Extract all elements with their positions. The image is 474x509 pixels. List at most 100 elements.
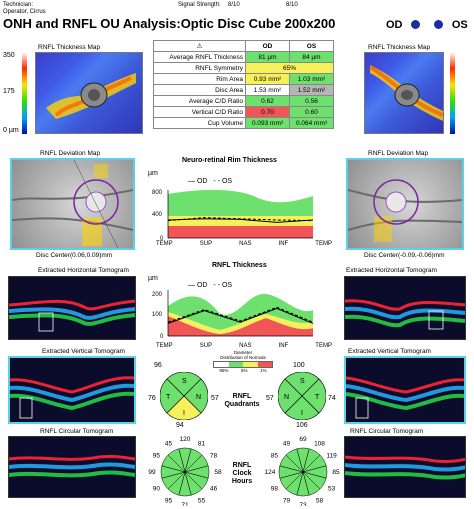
quad-od-bottom: 94 — [176, 422, 184, 429]
clock-hour-value: 49 — [283, 440, 291, 447]
os-label: OS — [451, 19, 468, 31]
tomo-image — [10, 376, 134, 419]
signal-od: 8/10 — [228, 2, 240, 8]
quad-od-i: I — [183, 410, 185, 417]
quad-od-t: T — [166, 394, 171, 401]
rnfl-ytick-0: 0 — [160, 334, 164, 340]
legend-os: OS — [221, 282, 233, 289]
deviation-map-title-os: RNFL Deviation Map — [368, 150, 429, 157]
clock-hour-value: 73 — [299, 502, 307, 506]
rim-band-green — [168, 189, 313, 216]
disc-center-od: Disc Center(0.06,0.09)mm — [36, 252, 113, 259]
clock-hour-value: 85 — [332, 469, 340, 476]
vert-tomo-title-os: Extracted Vertical Tomogram — [348, 348, 431, 355]
thickness-colorbar-os — [450, 52, 455, 134]
rnfl-band-yellow — [168, 312, 313, 334]
rnfl-thickness-map-os — [364, 52, 444, 134]
clock-hours-label: RNFL Clock Hours — [231, 462, 253, 485]
clock-hour-value: 45 — [165, 440, 173, 447]
rim-xtick: NAS — [239, 241, 252, 247]
disc-center-os: Disc Center(-0.09,-0.06)mm — [364, 252, 445, 259]
rnfl-xtick: TEMP — [156, 343, 173, 349]
circular-tomogram-od — [8, 436, 136, 498]
clock-hour-value: 98 — [271, 486, 279, 493]
rnfl-xtick: TEMP — [315, 343, 332, 349]
clock-wedge — [285, 448, 304, 473]
legend-os-line: - - — [213, 178, 221, 185]
clock-hour-value: 124 — [265, 469, 276, 476]
clock-hour-value: 85 — [271, 453, 279, 460]
rnfl-xtick: INF — [278, 343, 289, 349]
quad-os-i: I — [301, 410, 303, 417]
rim-chart-title: Neuro-retinal Rim Thickness — [182, 157, 277, 164]
clock-hour-value: 79 — [283, 498, 291, 505]
circ-tomo-title-os: RNFL Circular Tomogram — [350, 428, 424, 435]
report-title: ONH and RNFL OU Analysis:Optic Disc Cube… — [3, 16, 336, 31]
table-row: RNFL Symmetry 65% — [153, 62, 334, 74]
rim-legend: — OD - - OS — [188, 178, 232, 186]
quad-od-n: N — [196, 394, 201, 401]
quadrant-chart-od: S T N I — [160, 372, 208, 420]
rnfl-chart-ylabel: µm — [148, 275, 158, 282]
rnfl-chart: 200 100 0 — [152, 290, 314, 340]
clock-os-wedges — [278, 447, 328, 497]
legend-os: OS — [221, 178, 233, 185]
vertical-tomogram-os — [344, 356, 466, 424]
clock-hour-value: 108 — [314, 440, 325, 447]
quad-od-top: 96 — [154, 362, 162, 369]
thickness-map-title-od: RNFL Thickness Map — [38, 44, 101, 51]
quad-os-n: N — [284, 394, 289, 401]
deviation-map-os — [346, 158, 464, 250]
signal-os: 8/10 — [286, 2, 298, 8]
clock-hour-value: 99 — [148, 469, 156, 476]
rim-x-ticks: TEMP SUP NAS INF TEMP — [156, 241, 332, 248]
thickness-map-title-os: RNFL Thickness Map — [368, 44, 431, 51]
vert-tomo-title-od: Extracted Vertical Tomogram — [42, 348, 125, 355]
horiz-tomo-title-os: Extracted Horizontal Tomogram — [346, 267, 437, 274]
rnfl-series-os — [167, 306, 314, 323]
rim-chart: 800 400 0 — [152, 189, 314, 242]
legend-od-line: — — [188, 282, 195, 289]
thickness-map-image-od — [46, 73, 136, 119]
tomo-image — [345, 299, 465, 330]
clock-hour-value: 71 — [181, 502, 189, 506]
clock-hour-value: 69 — [299, 436, 307, 443]
clock-hour-value: 95 — [165, 498, 173, 505]
quad-os-top: 100 — [293, 362, 305, 369]
quadrant-chart-os: S N T I — [278, 372, 326, 420]
deviation-map-od — [10, 158, 135, 250]
legend-od-line: — — [188, 178, 195, 185]
rim-xtick: SUP — [199, 241, 213, 247]
quad-od-right: 57 — [211, 395, 219, 402]
quad-os-left: 57 — [266, 395, 274, 402]
clock-hour-value: 120 — [180, 436, 191, 443]
clock-hour-value: 55 — [198, 498, 206, 505]
quadrants-label: RNFL Quadrants — [224, 393, 260, 408]
quad-os-t: T — [315, 394, 320, 401]
signal-label: Signal Strength: — [178, 2, 221, 8]
legend-white — [214, 362, 229, 367]
scale-top: 350 — [3, 52, 15, 59]
rim-ytick-800: 800 — [152, 190, 163, 196]
table-row: Average RNFL Thickness 81 µm 84 µm — [153, 51, 334, 63]
table-row: Average C/D Ratio 0.62 0.56 — [153, 95, 334, 107]
quad-od-left: 76 — [148, 395, 156, 402]
clock-hour-value: 78 — [210, 453, 218, 460]
eye-legend: OD OS — [386, 15, 468, 33]
deviation-image-od — [12, 160, 133, 248]
tomo-image — [345, 455, 465, 480]
rnfl-xtick: NAS — [239, 343, 252, 349]
rnfl-thickness-map-od — [35, 52, 143, 134]
circ-tomo-title-od: RNFL Circular Tomogram — [40, 428, 114, 435]
scale-mid: 175 — [3, 88, 15, 95]
os-dot-icon — [434, 20, 444, 29]
col-od: OD — [245, 40, 290, 52]
legend-ticks: 95% 5% 1% — [219, 368, 267, 373]
quad-os-s: S — [300, 378, 305, 385]
thickness-map-image-os — [368, 65, 443, 121]
legend-red — [257, 362, 272, 367]
rnfl-x-ticks: TEMP SUP NAS INF TEMP — [156, 343, 332, 350]
normals-legend-line2: Distribution of Normals — [220, 355, 266, 360]
clock-hour-value: 58 — [316, 498, 324, 505]
